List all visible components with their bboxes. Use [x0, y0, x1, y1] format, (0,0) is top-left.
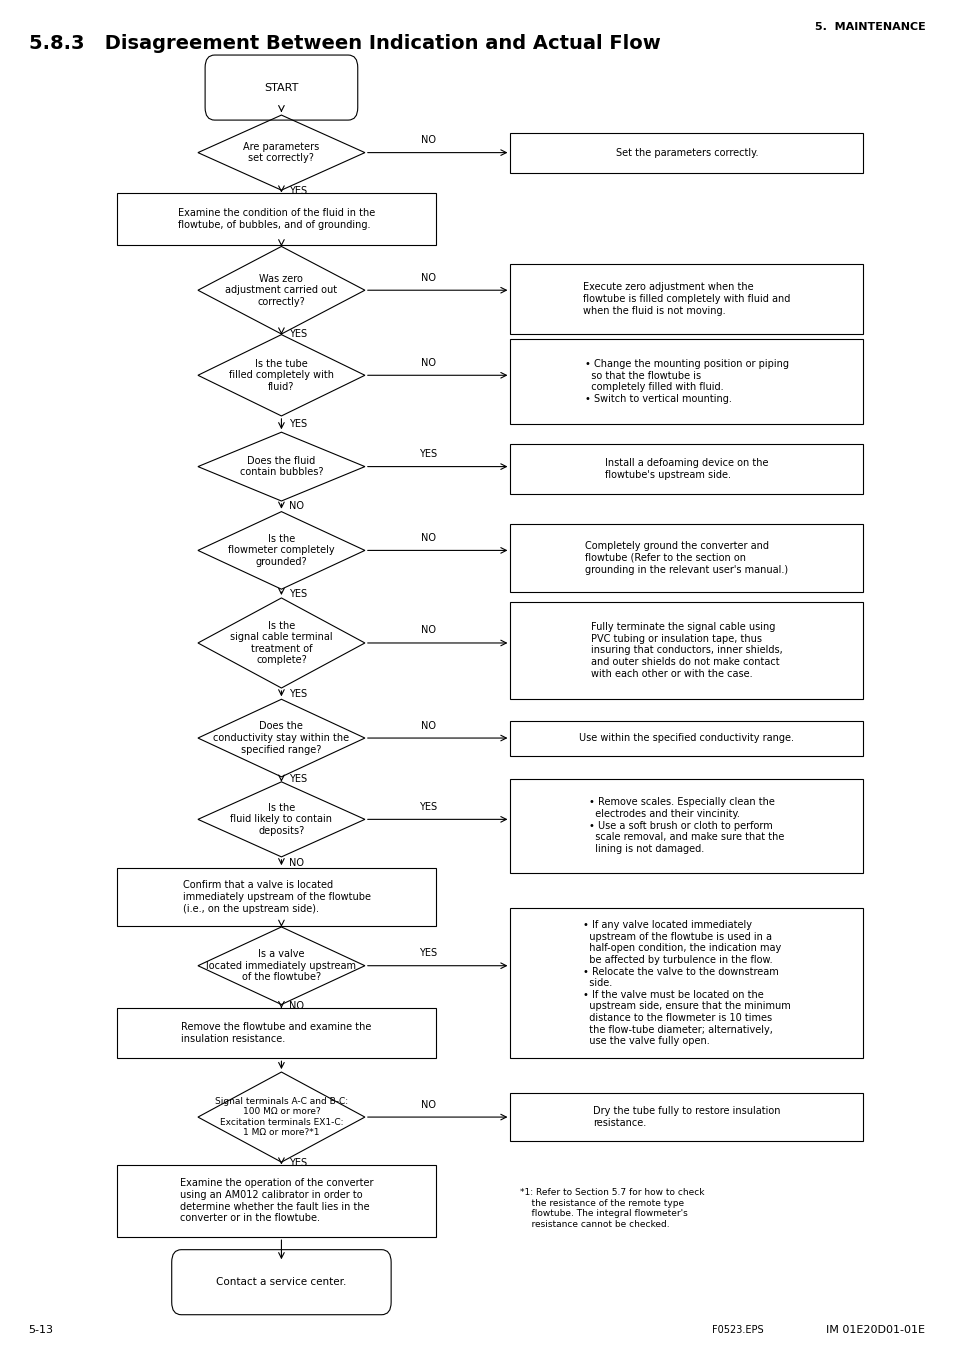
Bar: [510, 1093, 862, 1140]
Bar: [510, 720, 862, 755]
Text: YES: YES: [289, 589, 307, 598]
Text: NO: NO: [420, 626, 436, 635]
Text: NO: NO: [289, 1001, 304, 1012]
Text: 5.  MAINTENANCE: 5. MAINTENANCE: [814, 22, 924, 31]
Bar: [116, 1008, 436, 1058]
Text: NO: NO: [420, 532, 436, 543]
Text: START: START: [264, 82, 298, 93]
Text: 5-13: 5-13: [29, 1325, 53, 1335]
Text: YES: YES: [418, 449, 436, 459]
Text: Execute zero adjustment when the
flowtube is filled completely with fluid and
wh: Execute zero adjustment when the flowtub…: [582, 282, 790, 316]
Text: Was zero
adjustment carried out
correctly?: Was zero adjustment carried out correctl…: [225, 274, 337, 307]
Text: Is the
signal cable terminal
treatment of
complete?: Is the signal cable terminal treatment o…: [230, 620, 333, 666]
Text: YES: YES: [289, 1158, 307, 1169]
Text: Install a defoaming device on the
flowtube's upstream side.: Install a defoaming device on the flowtu…: [604, 458, 768, 480]
Text: Use within the specified conductivity range.: Use within the specified conductivity ra…: [578, 734, 794, 743]
Text: NO: NO: [420, 358, 436, 367]
Bar: [510, 444, 862, 494]
Bar: [510, 132, 862, 173]
Text: YES: YES: [289, 689, 307, 698]
Text: YES: YES: [289, 330, 307, 339]
Text: Examine the operation of the converter
using an AM012 calibrator in order to
det: Examine the operation of the converter u…: [180, 1178, 373, 1223]
Text: Set the parameters correctly.: Set the parameters correctly.: [615, 147, 758, 158]
Text: Confirm that a valve is located
immediately upstream of the flowtube
(i.e., on t: Confirm that a valve is located immediat…: [182, 881, 371, 913]
Text: Does the
conductivity stay within the
specified range?: Does the conductivity stay within the sp…: [213, 721, 349, 755]
Text: F0523.EPS: F0523.EPS: [711, 1325, 762, 1335]
Bar: [510, 601, 862, 700]
Bar: [510, 908, 862, 1058]
Text: Completely ground the converter and
flowtube (Refer to the section on
grounding : Completely ground the converter and flow…: [585, 542, 787, 574]
Text: Is the tube
filled completely with
fluid?: Is the tube filled completely with fluid…: [229, 358, 334, 392]
Text: YES: YES: [418, 948, 436, 958]
Text: Does the fluid
contain bubbles?: Does the fluid contain bubbles?: [239, 455, 323, 477]
Bar: [116, 1165, 436, 1238]
Text: NO: NO: [420, 720, 436, 731]
Text: • Remove scales. Especially clean the
  electrodes and their vincinity.
• Use a : • Remove scales. Especially clean the el…: [589, 797, 783, 854]
Bar: [510, 263, 862, 334]
Text: NO: NO: [289, 501, 304, 511]
Text: 5.8.3   Disagreement Between Indication and Actual Flow: 5.8.3 Disagreement Between Indication an…: [29, 34, 659, 53]
Text: YES: YES: [289, 186, 307, 196]
Text: NO: NO: [420, 135, 436, 145]
Bar: [510, 339, 862, 424]
Text: NO: NO: [289, 858, 304, 867]
Text: Is a valve
located immediately upstream
of the flowtube?: Is a valve located immediately upstream …: [206, 950, 356, 982]
Text: Examine the condition of the fluid in the
flowtube, of bubbles, and of grounding: Examine the condition of the fluid in th…: [178, 208, 375, 230]
Bar: [510, 778, 862, 873]
Text: Contact a service center.: Contact a service center.: [216, 1277, 346, 1288]
Text: Is the
flowmeter completely
grounded?: Is the flowmeter completely grounded?: [228, 534, 335, 567]
Text: YES: YES: [418, 802, 436, 812]
Bar: [510, 523, 862, 592]
Text: YES: YES: [289, 774, 307, 785]
Text: Remove the flowtube and examine the
insulation resistance.: Remove the flowtube and examine the insu…: [181, 1023, 372, 1044]
Bar: [116, 869, 436, 925]
Bar: [116, 193, 436, 245]
Text: • Change the mounting position or piping
  so that the flowtube is
  completely : • Change the mounting position or piping…: [584, 359, 788, 404]
Text: Dry the tube fully to restore insulation
resistance.: Dry the tube fully to restore insulation…: [593, 1106, 780, 1128]
Text: Is the
fluid likely to contain
deposits?: Is the fluid likely to contain deposits?: [231, 802, 332, 836]
Text: Are parameters
set correctly?: Are parameters set correctly?: [243, 142, 319, 163]
Text: Fully terminate the signal cable using
PVC tubing or insulation tape, thus
insur: Fully terminate the signal cable using P…: [591, 623, 781, 678]
Text: YES: YES: [289, 419, 307, 430]
Text: *1: Refer to Section 5.7 for how to check
    the resistance of the remote type
: *1: Refer to Section 5.7 for how to chec…: [519, 1189, 703, 1228]
Text: • If any valve located immediately
  upstream of the flowtube is used in a
  hal: • If any valve located immediately upstr…: [582, 920, 790, 1046]
Text: NO: NO: [420, 1100, 436, 1109]
Text: NO: NO: [420, 273, 436, 282]
Text: IM 01E20D01-01E: IM 01E20D01-01E: [825, 1325, 924, 1335]
Text: Signal terminals A-C and B-C:
100 MΩ or more?
Excitation terminals EX1-C:
1 MΩ o: Signal terminals A-C and B-C: 100 MΩ or …: [214, 1097, 348, 1138]
